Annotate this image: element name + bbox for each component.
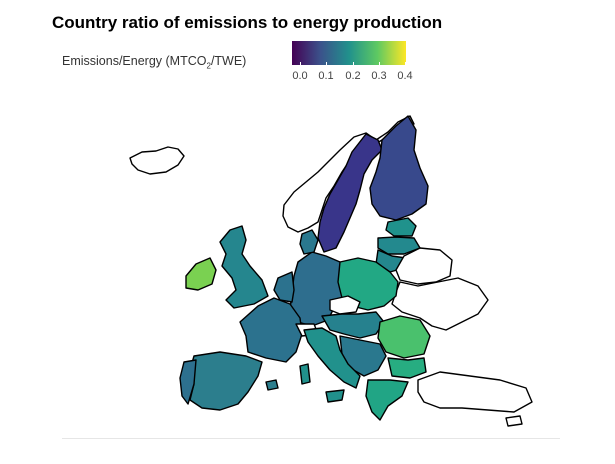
country-portugal [179, 359, 197, 405]
country-latvia [377, 236, 421, 255]
country-turkey [417, 371, 533, 413]
country-sardinia [299, 363, 311, 385]
country-ukraine [391, 277, 489, 331]
country-denmark [299, 229, 319, 255]
country-sicily [325, 389, 345, 403]
country-romania [377, 315, 431, 359]
legend-tick-label: 0.2 [345, 70, 361, 82]
map-title: Country ratio of emissions to energy pro… [52, 13, 443, 32]
country-cyprus [505, 415, 523, 427]
legend-tick [326, 62, 327, 65]
country-iceland [129, 146, 185, 175]
legend-tick [405, 62, 406, 65]
country-sweden [317, 133, 383, 253]
country-benelux [273, 271, 295, 303]
country-italy [303, 327, 361, 389]
legend-tick-label: 0.4 [397, 70, 413, 82]
country-czechia [329, 295, 361, 315]
country-bulgaria [387, 357, 427, 379]
country-finland [369, 115, 429, 221]
country-greece [365, 379, 409, 421]
country-balearic [265, 379, 279, 391]
country-belarus [395, 247, 453, 285]
legend-tick-label: 0.1 [318, 70, 334, 82]
country-estonia [385, 217, 417, 237]
country-france [239, 297, 303, 363]
country-ireland [185, 257, 217, 291]
panel-baseline [62, 438, 560, 439]
legend-colorbar [292, 41, 406, 65]
legend-tick [300, 62, 301, 65]
legend-tick [379, 62, 380, 65]
country-uk [219, 225, 269, 309]
legend-tick [353, 62, 354, 65]
legend-tick-label: 0.3 [371, 70, 387, 82]
legend-title: Emissions/Energy (MTCO2/TWE) [62, 54, 247, 71]
legend-tick-label: 0.0 [292, 70, 308, 82]
country-spain [189, 351, 263, 411]
